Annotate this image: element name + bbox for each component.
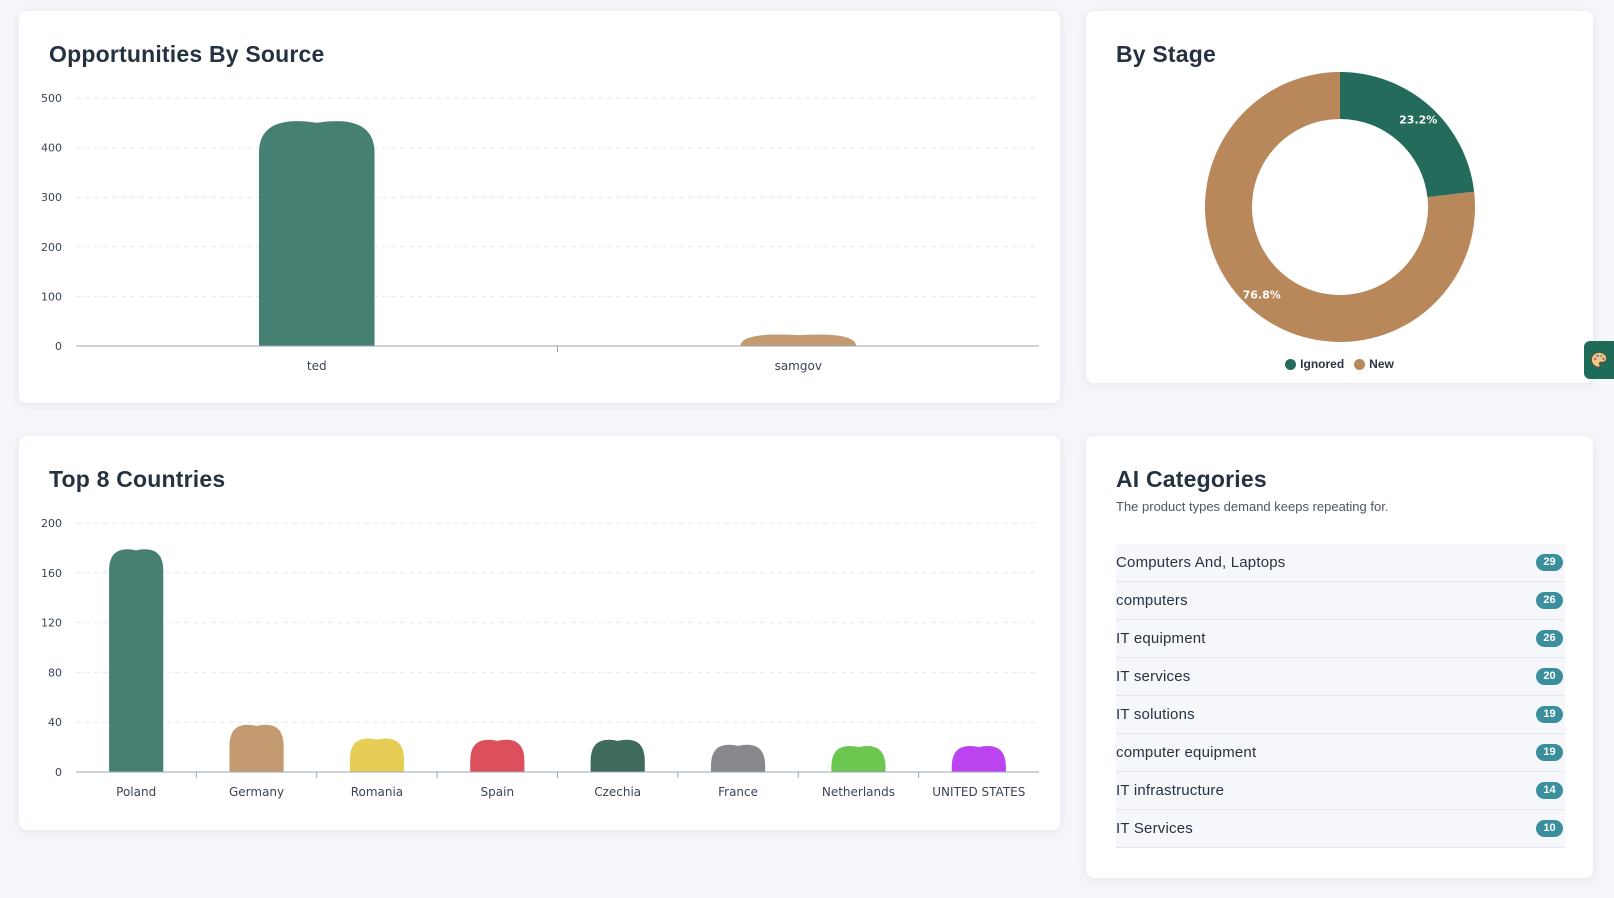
countries-bar-chart: 0 40 80 120 160 200 Poland Germany Romania Spain C… [41,517,1039,799]
bar-romania[interactable] [349,738,405,772]
x-tick-label: Romania [351,785,403,799]
legend-item-ignored[interactable]: Ignored [1285,357,1344,371]
count-badge: 26 [1536,630,1563,647]
bar-united-states[interactable] [951,745,1006,772]
x-tick-label: Poland [116,785,156,799]
y-tick-label: 100 [41,290,62,303]
category-name: computer equipment [1116,744,1257,761]
category-name: IT infrastructure [1116,782,1225,799]
count-badge: 29 [1536,554,1563,571]
stage-donut-chart: 23.2% 76.8% [1205,72,1475,342]
list-item[interactable]: IT infrastructure 14 [1116,772,1565,810]
x-tick-label: Spain [481,785,515,799]
card-subtitle: The product types demand keeps repeating… [1116,499,1389,514]
list-item[interactable]: computer equipment 19 [1116,734,1565,772]
x-tick-label: France [718,785,758,799]
y-tick-label: 80 [48,666,62,679]
legend-dot [1354,358,1366,370]
card-title: Opportunities By Source [49,41,325,67]
bar-spain[interactable] [470,739,525,772]
slice-label: 76.8% [1243,289,1281,302]
count-badge: 19 [1536,744,1563,761]
legend-label: New [1369,357,1394,371]
ai-categories-card: AI Categories The product types demand k… [1086,436,1593,878]
y-tick-label: 0 [55,340,62,353]
slice-new[interactable] [1205,72,1475,342]
category-name: IT equipment [1116,630,1206,647]
count-badge: 20 [1536,668,1563,685]
top-countries-card: Top 8 Countries 0 40 80 120 160 200 Poland Germ… [19,436,1060,830]
stage-legend: Ignored New [1086,357,1593,371]
list-item[interactable]: Computers And, Laptops 29 [1116,544,1565,582]
card-title: Top 8 Countries [49,466,226,492]
y-tick-label: 120 [41,617,62,630]
x-tick-label: UNITED STATES [932,785,1025,799]
y-tick-label: 0 [55,766,62,779]
palette-icon [1591,352,1608,368]
slice-label: 23.2% [1399,113,1437,126]
bar-france[interactable] [710,744,766,772]
x-tick-label: Germany [229,785,284,799]
legend-label: Ignored [1300,357,1345,371]
count-badge: 10 [1536,820,1563,837]
y-tick-label: 500 [41,92,62,105]
x-tick-label: Netherlands [822,785,895,799]
category-name: IT Services [1116,820,1193,837]
list-item[interactable]: IT services 20 [1116,658,1565,696]
category-name: IT solutions [1116,706,1195,723]
y-tick-label: 200 [41,517,62,530]
source-bar-chart: 0 100 200 300 400 500 ted samgov [41,92,1039,373]
x-tick-label: samgov [775,359,822,373]
category-name: Computers And, Laptops [1116,554,1286,571]
category-list: Computers And, Laptops 29 computers 26 IT … [1116,544,1565,848]
legend-dot [1285,358,1297,370]
y-tick-label: 400 [41,142,62,155]
list-item[interactable]: IT solutions 19 [1116,696,1565,734]
y-tick-label: 200 [41,241,62,254]
y-tick-label: 160 [41,567,62,580]
list-item[interactable]: IT Services 10 [1116,810,1565,848]
bar-ted[interactable] [258,121,375,346]
x-tick-label: Czechia [594,785,641,799]
list-item[interactable]: IT equipment 26 [1116,620,1565,658]
card-title: AI Categories [1116,466,1267,492]
theme-settings-tab[interactable] [1584,341,1614,379]
list-item[interactable]: computers 26 [1116,582,1565,620]
card-title: By Stage [1116,41,1217,67]
legend-item-new[interactable]: New [1354,357,1394,371]
count-badge: 26 [1536,592,1563,609]
category-name: IT services [1116,668,1191,685]
bar-poland[interactable] [109,549,164,772]
count-badge: 19 [1536,706,1563,723]
bar-czechia[interactable] [590,739,645,772]
y-tick-label: 40 [48,716,62,729]
count-badge: 14 [1536,782,1563,799]
slice-ignored[interactable] [1340,72,1475,198]
category-name: computers [1116,592,1188,609]
bar-samgov[interactable] [740,334,857,346]
y-tick-label: 300 [41,191,62,204]
by-stage-card: By Stage 23.2% 76.8% Ignored New [1086,11,1593,383]
opportunities-by-source-card: Opportunities By Source 0 100 200 300 400 500… [19,11,1060,403]
x-tick-label: ted [307,359,327,373]
bar-germany[interactable] [229,724,284,772]
bar-netherlands[interactable] [831,745,886,772]
